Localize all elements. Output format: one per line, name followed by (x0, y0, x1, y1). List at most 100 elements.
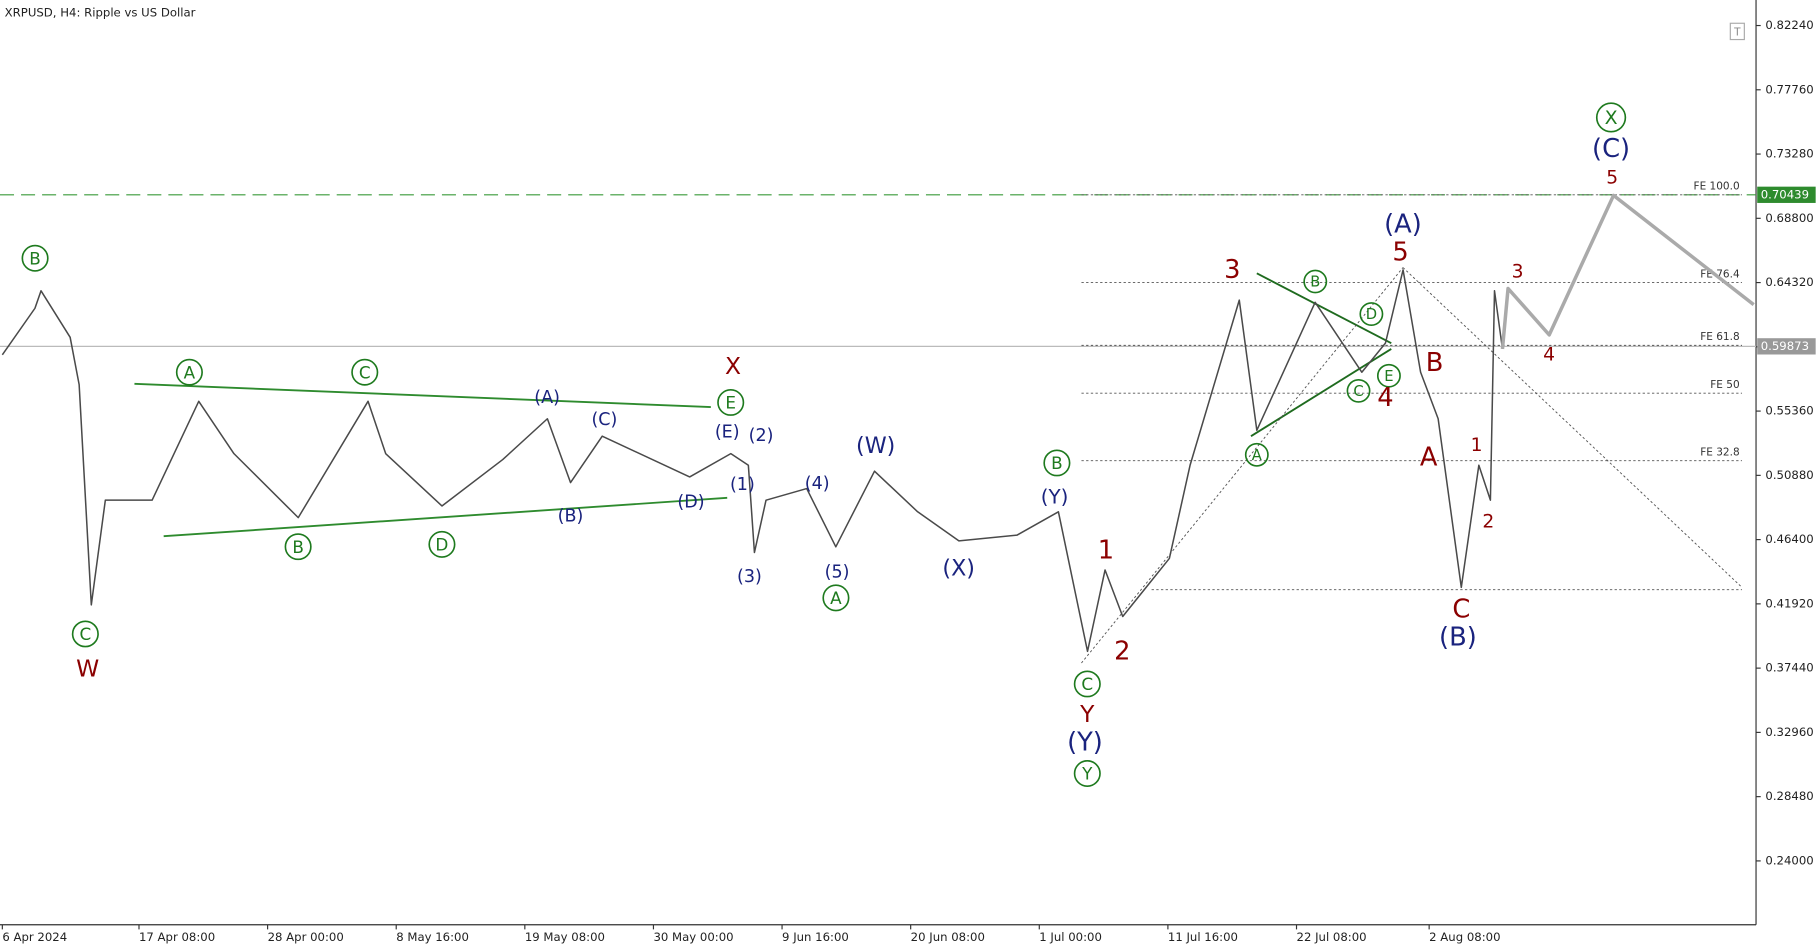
wave-label-circle (284, 533, 312, 561)
y-tick-label: 0.41920 (1765, 596, 1813, 610)
y-tick-label: 0.73280 (1765, 147, 1813, 161)
wave-label: C (359, 362, 371, 382)
trend-line (1256, 272, 1392, 344)
x-tick-label: 9 Jun 16:00 (782, 930, 849, 944)
wave-label-circle (1043, 449, 1071, 477)
wave-label: A (830, 588, 842, 608)
x-tick-label: 8 May 16:00 (396, 930, 469, 944)
wave-label: B (1426, 348, 1444, 378)
wave-label: 1 (1471, 435, 1483, 456)
wave-label: E (725, 393, 736, 413)
x-tick-label: 2 Aug 08:00 (1429, 930, 1500, 944)
wave-label: 2 (1114, 637, 1130, 667)
x-tick-label: 30 May 00:00 (653, 930, 733, 944)
wave-label-circle (175, 358, 203, 386)
y-tick-label: 0.50880 (1765, 468, 1813, 482)
wave-label: (C) (1592, 134, 1630, 164)
wave-label: A (184, 362, 196, 382)
wave-label: C (1353, 383, 1363, 400)
wave-label: 3 (1512, 262, 1524, 283)
wave-label: (A) (1384, 210, 1422, 240)
wave-label-circle (21, 244, 49, 272)
wave-label: 4 (1377, 383, 1393, 413)
y-tick-label: 0.32960 (1765, 725, 1813, 739)
trend-line (1250, 348, 1392, 437)
wave-label-circle (717, 388, 745, 416)
target-price-label: 0.70439 (1761, 187, 1809, 201)
wave-label: 3 (1224, 255, 1240, 285)
wave-label: (D) (677, 493, 704, 513)
y-tick-label: 0.64320 (1765, 275, 1813, 289)
wave-label-circle (1303, 269, 1328, 294)
last-price-label: 0.59873 (1761, 339, 1809, 353)
wave-label: (2) (749, 426, 774, 446)
wave-label: E (1384, 368, 1393, 385)
wave-label: (W) (856, 433, 895, 459)
x-tick-label: 19 May 08:00 (525, 930, 605, 944)
wave-label-circle (1595, 102, 1627, 133)
wave-label: C (79, 624, 91, 644)
chart-title: XRPUSD, H4: Ripple vs US Dollar (5, 5, 196, 19)
fib-label: FE 76.4 (1700, 268, 1740, 280)
wave-label: (3) (737, 567, 762, 587)
wave-label: (A) (534, 388, 560, 408)
toolbar-icon[interactable] (1729, 22, 1745, 41)
wave-label: X (1605, 107, 1618, 129)
x-tick-label: 17 Apr 08:00 (139, 930, 215, 944)
wave-label: B (292, 537, 304, 557)
wave-label: C (1081, 674, 1093, 694)
x-tick-label: 1 Jul 00:00 (1039, 930, 1102, 944)
wave-label: (B) (558, 506, 584, 526)
wave-label: C (1452, 595, 1470, 625)
y-tick-label: 0.68800 (1765, 211, 1813, 225)
target-price-box (1757, 186, 1816, 203)
last-price-box (1757, 338, 1816, 355)
fib-label: FE 32.8 (1700, 447, 1739, 459)
wave-label-circle (1244, 442, 1269, 467)
projection-line (1500, 193, 1755, 350)
x-tick-label: 20 Jun 08:00 (911, 930, 985, 944)
x-tick-label: 11 Jul 16:00 (1168, 930, 1238, 944)
wave-label: B (1310, 274, 1320, 291)
wave-label: 1 (1098, 535, 1114, 565)
wave-label-circle (351, 358, 379, 386)
wave-label: 4 (1543, 344, 1555, 365)
wave-label: 5 (1606, 167, 1618, 188)
x-tick-label: 6 Apr 2024 (2, 930, 67, 944)
wave-label: (C) (591, 410, 617, 430)
wave-label: (X) (942, 555, 975, 581)
wave-label-circle (1346, 378, 1371, 403)
wave-label: Y (1081, 764, 1093, 784)
wave-label-circle (822, 584, 850, 612)
wave-label: 5 (1392, 238, 1408, 268)
toolbar-icon-glyph: T (1733, 27, 1741, 39)
wave-label-circle (1073, 760, 1101, 787)
fib-label: FE 50 (1710, 379, 1739, 391)
y-tick-label: 0.82240 (1765, 18, 1813, 32)
y-tick-label: 0.28480 (1765, 789, 1813, 803)
trend-line (1402, 267, 1743, 588)
x-tick-label: 22 Jul 08:00 (1297, 930, 1367, 944)
wave-label: A (1252, 447, 1262, 464)
wave-label: (1) (730, 475, 755, 495)
wave-label: Y (1079, 701, 1095, 728)
wave-label: (E) (715, 423, 740, 443)
y-tick-label: 0.77760 (1765, 82, 1813, 96)
price-line (1, 269, 1504, 653)
wave-label: (Y) (1067, 727, 1103, 757)
wave-label-circle (1376, 363, 1401, 388)
wave-label: 2 (1482, 512, 1494, 533)
wave-label: (Y) (1041, 485, 1069, 508)
wave-label-circle (71, 620, 99, 648)
wave-label: D (435, 535, 448, 555)
trend-line (163, 496, 728, 538)
y-tick-label: 0.55360 (1765, 404, 1813, 418)
wave-label: D (1366, 306, 1377, 323)
wave-label-circle (1359, 302, 1384, 326)
y-tick-label: 0.24000 (1765, 853, 1813, 867)
trend-line (1081, 267, 1404, 664)
wave-label: (4) (805, 474, 830, 494)
wave-label: (B) (1439, 623, 1477, 653)
